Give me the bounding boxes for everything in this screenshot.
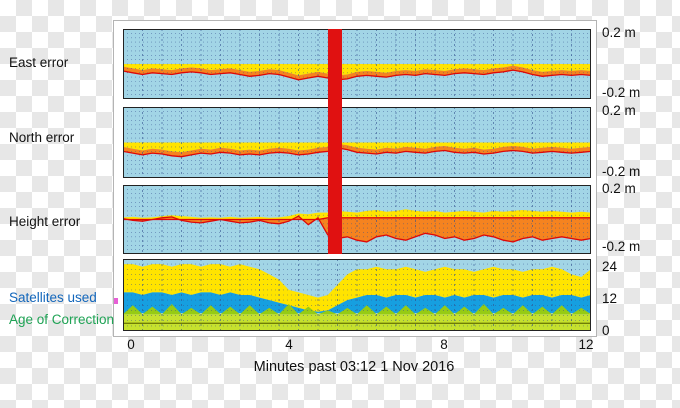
y-axis-label: -0.2 m xyxy=(602,239,641,254)
height-error-panel xyxy=(123,185,591,254)
satellites-used-blue xyxy=(123,292,591,313)
panel-border xyxy=(123,185,591,254)
y-axis-label: -0.2 m xyxy=(602,164,641,179)
error-trace-red xyxy=(123,147,591,158)
satellites-age-panel xyxy=(123,259,591,331)
label-north-error: North error xyxy=(9,130,75,145)
east-error-panel xyxy=(123,29,591,99)
magenta-marker-icon xyxy=(114,298,118,304)
satellites-visible-yellow xyxy=(123,264,591,312)
label-east-error: East error xyxy=(9,55,69,70)
y-axis-label: -0.2 m xyxy=(602,85,641,100)
error-trace-red xyxy=(123,69,591,81)
x-tick-label: 12 xyxy=(578,337,594,352)
y-axis-label: 0.2 m xyxy=(602,181,636,196)
y-axis-label: 0 xyxy=(602,323,610,338)
x-tick-label: 0 xyxy=(127,337,135,352)
panel-border xyxy=(123,259,591,331)
error-upper-edge-red xyxy=(123,217,591,221)
panel-border xyxy=(123,29,591,99)
gps-error-figure xyxy=(113,20,597,337)
age-sawtooth-green xyxy=(123,304,591,315)
panel-border xyxy=(123,107,591,178)
y-axis-label: 0.2 m xyxy=(602,25,636,40)
age-strip-lightgreen xyxy=(123,314,591,331)
y-axis-label: 24 xyxy=(602,259,618,274)
y-axis-label: 0.2 m xyxy=(602,103,636,118)
label-height-error: Height error xyxy=(9,214,81,229)
error-trace-red xyxy=(123,215,591,243)
x-axis-title: Minutes past 03:12 1 Nov 2016 xyxy=(253,359,455,375)
event-outage-bar xyxy=(328,29,342,254)
x-tick-label: 4 xyxy=(285,337,293,352)
y-axis-label: 12 xyxy=(602,291,618,306)
x-tick-label: 8 xyxy=(440,337,448,352)
label-satellites-used: Satellites used xyxy=(9,290,97,305)
label-age-of-correction: Age of Correction xyxy=(9,312,115,327)
north-error-panel xyxy=(123,107,591,178)
